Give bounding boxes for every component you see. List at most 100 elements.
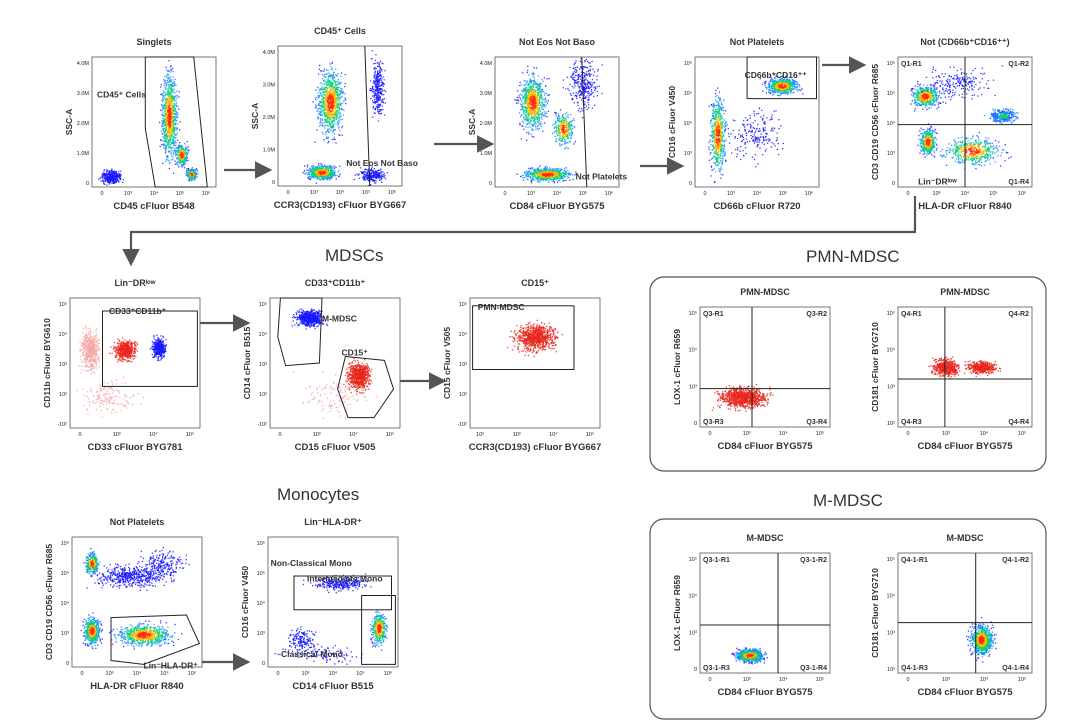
cell-event <box>569 126 571 128</box>
cell-event <box>319 107 322 110</box>
cell-event <box>519 122 521 124</box>
cell-event <box>194 174 196 176</box>
cell-event <box>169 125 171 127</box>
cell-event <box>315 175 317 177</box>
cell-event <box>380 176 382 178</box>
cell-event <box>365 176 367 178</box>
cell-event <box>172 104 174 106</box>
cell-event <box>525 97 528 99</box>
cell-event <box>376 80 379 82</box>
cell-event <box>532 86 534 88</box>
cell-event <box>317 104 320 106</box>
cell-event <box>175 95 177 97</box>
cell-event <box>167 88 169 90</box>
cell-event <box>531 104 533 106</box>
cell-event <box>314 168 316 170</box>
cell-event <box>563 136 566 138</box>
cell-event <box>101 175 104 178</box>
cell-event <box>114 179 116 181</box>
cell-event <box>328 120 330 123</box>
cell-event <box>338 126 340 128</box>
cell-event <box>385 90 387 92</box>
cell-event <box>162 92 165 94</box>
cell-event <box>531 98 533 100</box>
cell-event <box>108 170 110 172</box>
cell-event <box>342 92 344 95</box>
cell-event <box>533 121 535 123</box>
cell-event <box>102 173 104 175</box>
cell-event <box>105 173 107 175</box>
cell-event <box>318 163 320 165</box>
cell-event <box>527 95 529 97</box>
cell-event <box>567 141 569 144</box>
cell-event <box>374 108 376 110</box>
cell-event <box>558 129 560 131</box>
cell-event <box>320 104 322 106</box>
cell-event <box>173 99 175 101</box>
cell-event <box>331 112 333 114</box>
cell-event <box>533 79 535 81</box>
cell-event <box>307 176 310 178</box>
cell-event <box>529 93 531 96</box>
cell-event <box>113 182 115 184</box>
cell-event <box>106 184 108 186</box>
cell-event <box>321 173 323 176</box>
cell-event <box>166 84 168 86</box>
cell-event <box>159 109 162 111</box>
cell-event <box>537 113 539 115</box>
cell-event <box>333 107 335 109</box>
cell-event <box>331 105 333 107</box>
cell-event <box>327 97 329 99</box>
cell-event <box>320 111 322 113</box>
cell-event <box>162 120 164 122</box>
cell-event <box>324 169 326 172</box>
cell-event <box>321 124 324 126</box>
cell-event <box>528 95 530 97</box>
cell-event <box>544 115 546 117</box>
cell-event <box>562 130 564 132</box>
cell-event <box>319 101 321 103</box>
cell-event <box>374 101 376 103</box>
cell-event <box>170 143 172 145</box>
cell-event <box>382 76 385 78</box>
cell-event <box>177 164 179 166</box>
cell-event <box>533 112 535 114</box>
cell-event <box>381 94 383 96</box>
cell-event <box>318 165 320 167</box>
cell-event <box>339 94 341 96</box>
cell-event <box>371 90 373 92</box>
cell-event <box>317 174 320 176</box>
cell-event <box>319 112 321 114</box>
cell-event <box>320 119 322 121</box>
cell-event <box>534 99 536 101</box>
cell-event <box>525 94 527 97</box>
cell-event <box>537 120 539 122</box>
cell-event <box>109 182 111 184</box>
cell-event <box>529 81 531 83</box>
cell-event <box>181 161 183 163</box>
cell-event <box>108 176 110 178</box>
cell-event <box>169 144 172 146</box>
flow-arrows <box>122 56 917 671</box>
cell-event <box>518 94 520 96</box>
cell-event <box>327 121 329 123</box>
cell-event <box>376 98 378 100</box>
cell-event <box>319 82 321 84</box>
cell-event <box>166 117 168 119</box>
cell-event <box>173 136 175 139</box>
cell-event <box>317 92 320 94</box>
cell-event <box>554 122 557 124</box>
cell-event <box>181 146 183 148</box>
cell-event <box>332 130 335 132</box>
cell-event <box>111 173 113 175</box>
cell-event <box>339 99 341 101</box>
cell-event <box>194 169 196 171</box>
cell-event <box>190 169 192 171</box>
cell-event <box>169 128 171 130</box>
cell-event <box>568 123 570 125</box>
cell-event <box>169 110 171 113</box>
cell-event <box>177 145 180 147</box>
cell-event <box>379 110 381 113</box>
cell-event <box>170 132 172 135</box>
